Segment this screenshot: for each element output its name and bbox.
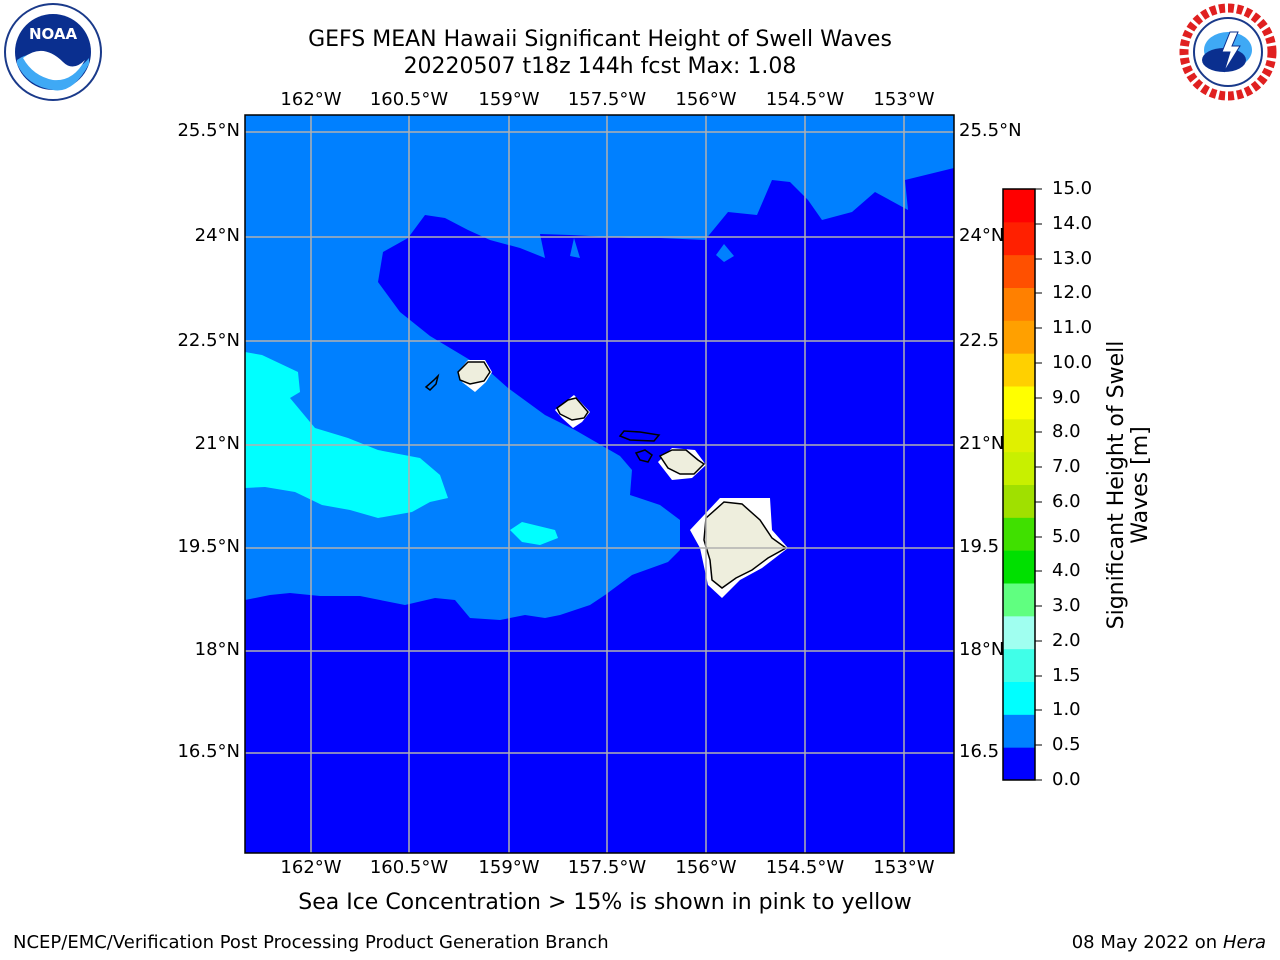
colorbar-segment [1003,353,1035,387]
colorbar-title-line2: Waves [m] [1128,426,1153,544]
colorbar-tick-label: 7.0 [1052,456,1081,477]
colorbar-tick-label: 0.5 [1052,734,1081,755]
colorbar-tick-label: 14.0 [1052,213,1093,234]
lat-label-right: 16.5 [959,741,1000,762]
footer-credit: NCEP/EMC/Verification Post Processing Pr… [13,932,609,953]
swell-contour-1.0-1.5-patch [510,522,558,545]
island-kauai [457,361,491,385]
colorbar-tick-label: 1.0 [1052,699,1081,720]
lon-label-top: 156°W [675,89,737,110]
lat-label-left: 21°N [194,433,240,454]
colorbar-tick-label: 10.0 [1052,352,1093,373]
nws-logo [1179,3,1277,101]
lat-label-left: 18°N [194,639,240,660]
lon-label-bottom: 154.5°W [765,857,845,878]
colorbar-frame [1002,188,1036,781]
lat-label-left: 16.5°N [177,741,240,762]
lon-label-bottom: 160.5°W [369,857,449,878]
colorbar-segment [1003,648,1035,682]
island-maui [658,449,706,475]
colorbar-segment [1003,583,1035,617]
colorbar-ticks [1035,188,1042,781]
lat-label-left: 22.5°N [177,330,240,351]
lon-label-bottom: 153°W [873,857,935,878]
footer-date: 08 May 2022 on Hera [1072,932,1266,953]
colorbar-title-line1: Significant Height of Swell [1104,340,1129,630]
map-frame [244,114,955,854]
colorbar [1003,189,1035,781]
sea-ice-note: Sea Ice Concentration > 15% is shown in … [298,890,912,915]
colorbar-tick-label: 8.0 [1052,421,1081,442]
lat-label-left: 19.5°N [177,536,240,557]
lat-label-left: 24°N [194,225,240,246]
swell-contour-1.0-1.5 [245,352,448,518]
colorbar-segment [1003,517,1035,551]
colorbar-segment [1003,615,1035,650]
island-oahu [556,397,589,421]
colorbar-segment [1003,386,1035,420]
colorbar-tick-label: 2.0 [1052,630,1081,651]
lon-label-top: 160.5°W [369,89,449,110]
colorbar-segment [1003,681,1035,715]
colorbar-segment [1003,484,1035,518]
lon-label-top: 162°W [280,89,342,110]
colorbar-tick-label: 0.0 [1052,769,1081,790]
map-gridlines [245,115,954,853]
colorbar-segment [1003,189,1035,223]
colorbar-tick-label: 1.5 [1052,665,1081,686]
colorbar-tick-label: 6.0 [1052,491,1081,512]
colorbar-segment [1003,287,1035,321]
colorbar-tick-label: 13.0 [1052,248,1093,269]
footer-host: Hera [1222,932,1266,953]
lat-label-right: 24°N [959,225,1005,246]
colorbar-tick-label: 4.0 [1052,560,1081,581]
colorbar-segment [1003,550,1035,584]
lon-label-bottom: 157.5°W [567,857,647,878]
colorbar-tick-label: 11.0 [1052,317,1093,338]
colorbar-segment [1003,221,1035,256]
footer-date-text: 08 May 2022 on [1071,932,1218,953]
lat-label-right: 22.5 [959,330,1000,351]
colorbar-segment [1003,418,1035,453]
colorbar-tick-label: 3.0 [1052,595,1081,616]
lat-label-right: 25.5°N [959,120,1022,141]
swell-contour-small-patch [716,244,734,262]
island-lanai [634,449,653,463]
lon-label-top: 153°W [873,89,935,110]
colorbar-segment [1003,320,1035,354]
lon-label-top: 157.5°W [567,89,647,110]
lat-label-right: 18°N [959,639,1005,660]
lat-label-right: 19.5 [959,536,1000,557]
island-niihau [424,373,440,391]
colorbar-segment [1003,747,1035,781]
island-molokai [618,430,661,442]
lon-label-bottom: 162°W [280,857,342,878]
lon-label-top: 154.5°W [765,89,845,110]
chart-subtitle-forecast: 20220507 t18z 144h fcst Max: 1.08 [403,54,797,79]
lon-label-bottom: 156°W [675,857,737,878]
lon-label-top: 159°W [478,89,540,110]
lat-label-right: 21°N [959,433,1005,454]
colorbar-tick-label: 12.0 [1052,282,1093,303]
noaa-logo-text: NOAA [29,25,78,43]
colorbar-tick-label: 5.0 [1052,526,1081,547]
island-big-island [703,501,788,589]
lat-label-left: 25.5°N [177,120,240,141]
colorbar-segment [1003,714,1035,748]
colorbar-tick-label: 9.0 [1052,387,1081,408]
colorbar-segment [1003,451,1035,485]
noaa-logo: NOAA [4,3,102,101]
chart-title: GEFS MEAN Hawaii Significant Height of S… [308,27,892,52]
colorbar-segment [1003,254,1035,288]
swell-contour-small-patch-2 [570,238,580,258]
colorbar-tick-label: 15.0 [1052,178,1093,199]
colorbar-title: Significant Height of Swell Waves [m] [1104,325,1153,645]
lon-label-bottom: 159°W [478,857,540,878]
